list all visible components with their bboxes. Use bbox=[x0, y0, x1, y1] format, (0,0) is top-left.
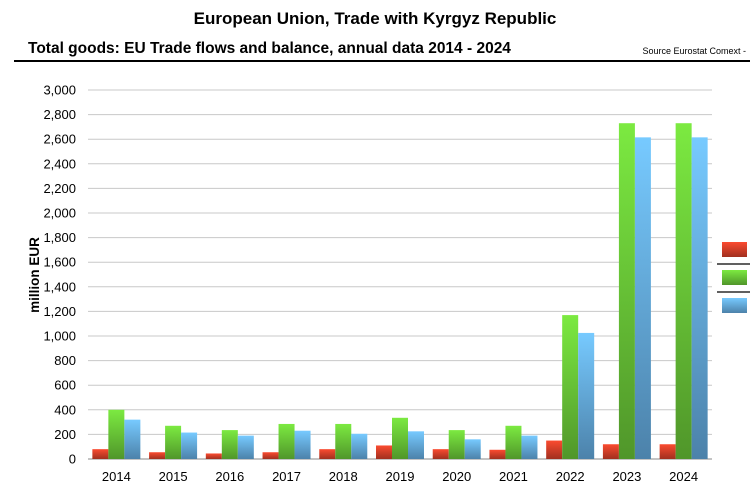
legend bbox=[717, 242, 750, 313]
gridlines bbox=[88, 89, 712, 460]
y-tick-label: 1,600 bbox=[43, 255, 76, 270]
y-tick-label: 1,000 bbox=[43, 329, 76, 344]
y-tick-label: 2,200 bbox=[43, 181, 76, 196]
y-axis-label: million EUR bbox=[27, 237, 42, 313]
bar-1-2020 bbox=[432, 449, 449, 459]
bar-2-2017 bbox=[278, 423, 295, 459]
axes: 0 200 400 600 800 1,000 1,200 1,400 1,600 1,800 2,… bbox=[43, 83, 698, 485]
bar-1-2018 bbox=[319, 449, 336, 459]
x-tick-label: 2019 bbox=[386, 469, 415, 484]
header-divider bbox=[14, 60, 750, 62]
y-tick-label: 1,400 bbox=[43, 279, 76, 294]
y-tick-label: 1,800 bbox=[43, 230, 76, 245]
chart-title: European Union, Trade with Kyrgyz Republ… bbox=[193, 9, 557, 28]
bar-1-2024 bbox=[659, 444, 676, 459]
x-tick-label: 2021 bbox=[499, 469, 528, 484]
x-tick-label: 2018 bbox=[329, 469, 358, 484]
legend-swatch-1 bbox=[722, 242, 747, 257]
bar-3-2019 bbox=[408, 431, 424, 459]
legend-swatch-3 bbox=[722, 298, 747, 313]
bars bbox=[92, 123, 708, 460]
bar-1-2019 bbox=[376, 445, 392, 459]
x-tick-label: 2023 bbox=[612, 469, 641, 484]
bar-3-2020 bbox=[464, 439, 481, 459]
x-tick-label: 2020 bbox=[442, 469, 471, 484]
y-tick-label: 600 bbox=[54, 378, 76, 393]
y-tick-label: 0 bbox=[69, 452, 76, 467]
y-tick-label: 3,000 bbox=[43, 83, 76, 98]
bar-1-2022 bbox=[546, 440, 563, 459]
bar-2-2020 bbox=[448, 430, 465, 459]
y-tick-label: 2,800 bbox=[43, 107, 76, 122]
bar-2-2018 bbox=[335, 423, 352, 459]
bar-1-2016 bbox=[205, 453, 222, 459]
y-tick-label: 200 bbox=[54, 427, 76, 442]
bar-1-2017 bbox=[262, 452, 279, 459]
y-tick-label: 1,200 bbox=[43, 304, 76, 319]
bar-3-2024 bbox=[691, 137, 708, 460]
bar-1-2014 bbox=[92, 449, 109, 459]
source-note: Source Eurostat Comext - bbox=[642, 46, 746, 56]
bar-3-2017 bbox=[294, 430, 311, 459]
bar-3-2018 bbox=[351, 433, 368, 459]
bar-3-2021 bbox=[521, 435, 538, 459]
bar-2-2016 bbox=[221, 430, 238, 459]
bar-1-2021 bbox=[489, 449, 506, 459]
bar-2-2023 bbox=[618, 123, 635, 460]
bar-2-2019 bbox=[392, 417, 408, 459]
bar-3-2016 bbox=[237, 435, 254, 459]
x-tick-label: 2024 bbox=[669, 469, 698, 484]
bar-3-2015 bbox=[181, 432, 198, 459]
x-tick-label: 2016 bbox=[215, 469, 244, 484]
chart-subtitle: Total goods: EU Trade flows and balance,… bbox=[28, 40, 511, 57]
bar-2-2014 bbox=[108, 409, 125, 459]
bar-2-2015 bbox=[165, 425, 182, 459]
bar-2-2024 bbox=[675, 123, 692, 460]
y-tick-label: 2,000 bbox=[43, 206, 76, 221]
bar-2-2021 bbox=[505, 425, 522, 459]
x-tick-label: 2022 bbox=[556, 469, 585, 484]
bar-1-2015 bbox=[149, 452, 166, 459]
bar-3-2023 bbox=[634, 137, 651, 460]
x-tick-label: 2017 bbox=[272, 469, 301, 484]
y-tick-label: 800 bbox=[54, 353, 76, 368]
x-tick-label: 2014 bbox=[102, 469, 131, 484]
legend-swatch-2 bbox=[722, 270, 747, 285]
y-tick-label: 2,600 bbox=[43, 132, 76, 147]
bar-1-2023 bbox=[602, 444, 619, 459]
y-tick-label: 2,400 bbox=[43, 156, 76, 171]
bar-3-2014 bbox=[124, 419, 141, 459]
x-tick-label: 2015 bbox=[159, 469, 188, 484]
y-tick-label: 400 bbox=[54, 402, 76, 417]
bar-3-2022 bbox=[578, 332, 595, 459]
bar-2-2022 bbox=[562, 315, 579, 459]
